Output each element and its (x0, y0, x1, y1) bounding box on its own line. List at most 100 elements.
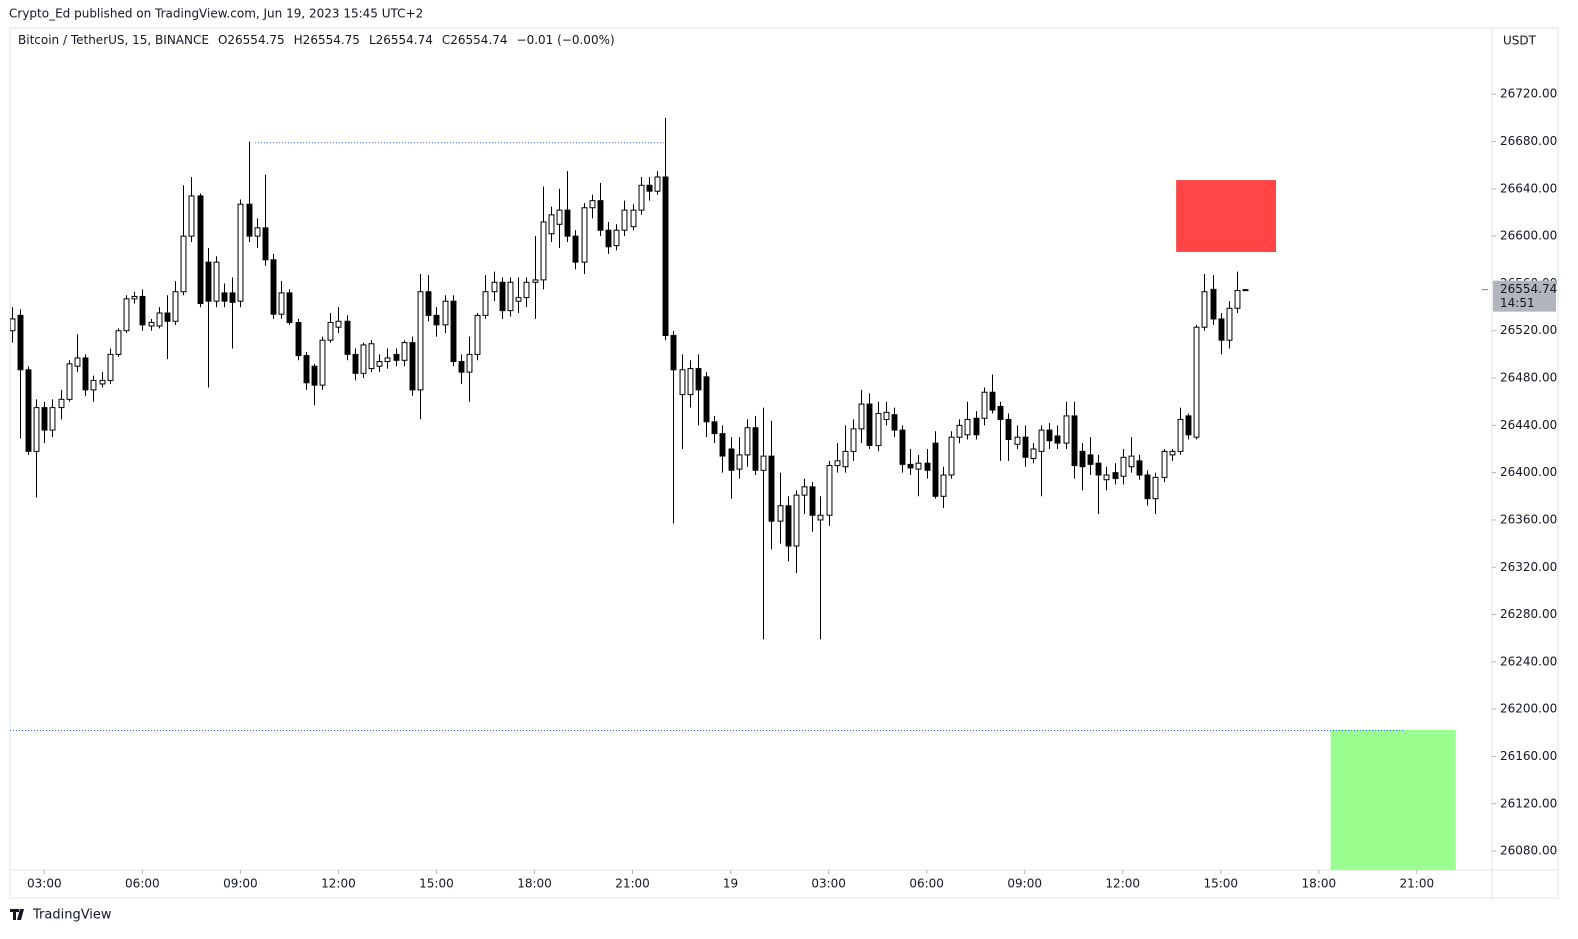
candle-body (1218, 318, 1225, 341)
y-tick-label: 26520.00 (1500, 323, 1557, 337)
candle-body (295, 321, 302, 357)
candle-body (180, 235, 187, 293)
y-tick-label: 26200.00 (1500, 702, 1557, 716)
ohlc-low: L26554.74 (368, 33, 433, 47)
candle-body (613, 229, 620, 247)
candle-body (654, 176, 661, 192)
candle-body (646, 184, 653, 192)
candle-body (172, 291, 179, 322)
legend: Bitcoin / TetherUS, 15, BINANCE O26554.7… (18, 33, 615, 47)
y-tick-label: 26480.00 (1500, 371, 1557, 385)
candle-body (278, 292, 285, 315)
y-tick-label: 26080.00 (1500, 844, 1557, 858)
candle-body (777, 505, 784, 522)
candle-body (1234, 290, 1241, 309)
candle-body (17, 314, 24, 371)
candle-body (736, 454, 743, 470)
y-tick-label: 26240.00 (1500, 654, 1557, 668)
candle-body (548, 214, 555, 235)
candle-body (523, 281, 530, 299)
x-tick-label: 18:00 (517, 877, 552, 891)
candle-body (10, 318, 16, 332)
candle-body (581, 207, 588, 263)
candle-body (1120, 456, 1127, 477)
candle-body (948, 436, 955, 476)
candle-body (458, 360, 465, 373)
y-tick-label: 26280.00 (1500, 607, 1557, 621)
candle-body (213, 261, 220, 302)
candle-body (66, 363, 73, 400)
candle-body (532, 279, 539, 283)
candle-body (973, 417, 980, 436)
footer-logo: TradingView (10, 908, 112, 923)
candle-body (858, 403, 865, 430)
candle-body (834, 460, 841, 467)
candle-body (376, 360, 383, 367)
candle-body (311, 365, 318, 386)
candle-body (1177, 418, 1184, 452)
candle-body (33, 407, 40, 452)
y-tick-label: 26320.00 (1500, 560, 1557, 574)
candle-body (956, 424, 963, 438)
candle-body (58, 398, 65, 409)
candle-body (164, 312, 171, 322)
candle-body (711, 421, 718, 435)
x-tick-label: 12:00 (321, 877, 356, 891)
candle-body (1210, 288, 1217, 320)
candle-body (1169, 450, 1176, 456)
y-tick-label: 26600.00 (1500, 229, 1557, 243)
candle-body (360, 344, 367, 374)
candle-body (866, 403, 873, 446)
candle-body (286, 292, 293, 323)
candle-body (1030, 448, 1037, 459)
last-price-label: 26554.74 (1500, 282, 1557, 296)
candle-body (229, 292, 236, 303)
candle-body (139, 295, 146, 326)
y-tick-label: 26120.00 (1500, 796, 1557, 810)
candle-body (662, 176, 669, 336)
footer-brand: TradingView (32, 908, 112, 923)
candle-body (90, 379, 97, 391)
candle-body (417, 291, 424, 391)
candle-body (1095, 462, 1102, 476)
candle-body (875, 413, 882, 446)
candle-body (1112, 472, 1119, 480)
candle-body (744, 427, 751, 456)
candle-body (842, 450, 849, 468)
candle-body (1152, 476, 1159, 500)
candle-body (474, 314, 481, 355)
x-tick-label: 09:00 (223, 877, 258, 891)
y-tick-label: 26720.00 (1500, 87, 1557, 101)
ohlc-high: H26554.75 (293, 33, 360, 47)
candle-body (793, 494, 800, 547)
candle-body (915, 462, 922, 470)
x-tick-label: 19 (723, 877, 738, 891)
candle-body (409, 342, 416, 391)
candle-body (188, 195, 195, 237)
candle-body (270, 259, 277, 315)
candle-body (221, 292, 228, 302)
axes: 26080.00 26120.00 26160.00 26200.00 26240.00… (27, 87, 1557, 891)
candle-body (891, 414, 898, 431)
candle-body (344, 320, 351, 355)
candle-body (826, 465, 833, 516)
candle-body (507, 281, 514, 312)
candle-body (1201, 291, 1208, 328)
candle-body (433, 314, 440, 326)
publisher: Crypto_Ed published on TradingView.com, … (9, 7, 423, 21)
candle-body (1226, 307, 1233, 341)
candle-body (1071, 415, 1078, 467)
candle-body (74, 357, 81, 367)
candle-body (899, 429, 906, 465)
candle-body (540, 221, 547, 281)
candle-body (883, 411, 890, 420)
candle-body (989, 391, 996, 411)
ohlc-open: O26554.75 (217, 33, 285, 47)
candle-body (1046, 429, 1053, 442)
candle-body (1193, 326, 1200, 438)
candle-body (572, 235, 579, 263)
x-tick-label: 15:00 (419, 877, 454, 891)
candle-body (1014, 436, 1021, 445)
candle-body (368, 343, 375, 370)
candle-body (466, 353, 473, 373)
